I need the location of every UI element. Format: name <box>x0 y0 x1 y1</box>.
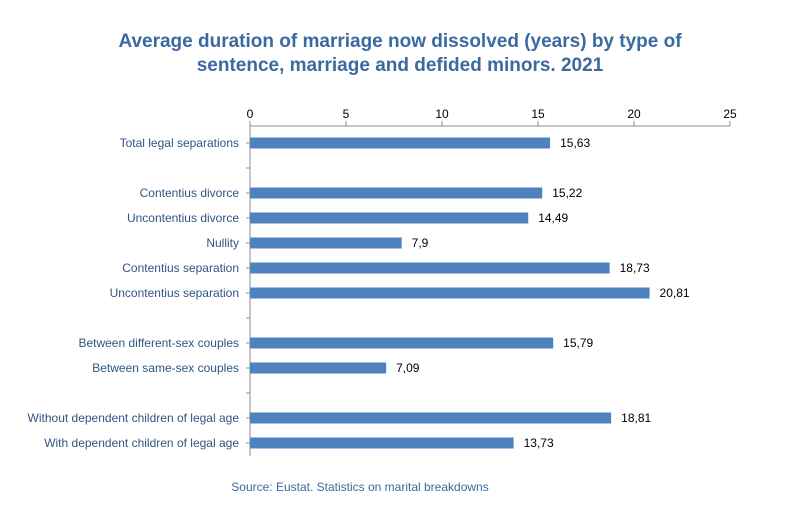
data-label: 7,9 <box>412 236 429 250</box>
data-label: 15,63 <box>560 136 590 150</box>
x-axis: 0 5 10 15 20 25 <box>246 107 737 456</box>
bar-series <box>250 137 650 449</box>
bar <box>250 287 650 299</box>
data-label: 15,79 <box>563 336 593 350</box>
x-tick-label: 20 <box>627 107 641 121</box>
bar <box>250 362 387 374</box>
category-label: Between same-sex couples <box>92 361 239 375</box>
category-label: Total legal separations <box>120 136 239 150</box>
x-tick-label: 15 <box>531 107 545 121</box>
category-label: Without dependent children of legal age <box>28 411 240 425</box>
category-label: Contentius divorce <box>140 186 240 200</box>
data-label: 20,81 <box>660 286 690 300</box>
bar <box>250 412 612 424</box>
data-label: 13,73 <box>524 436 554 450</box>
bar <box>250 212 529 224</box>
bar <box>250 437 514 449</box>
bar <box>250 262 610 274</box>
chart-title-line-2: sentence, marriage and defided minors. 2… <box>196 55 604 76</box>
chart-title-line-1: Average duration of marriage now dissolv… <box>118 31 682 52</box>
x-tick-label: 5 <box>343 107 350 121</box>
category-label: Uncontentius divorce <box>127 211 239 225</box>
x-tick-label: 10 <box>435 107 449 121</box>
chart-title: Average duration of marriage now dissolv… <box>0 30 800 78</box>
category-label: Contentius separation <box>122 261 239 275</box>
source-note: Source: Eustat. Statistics on marital br… <box>231 480 489 494</box>
category-label: Between different-sex couples <box>78 336 239 350</box>
bar <box>250 137 551 149</box>
data-label: 15,22 <box>552 186 582 200</box>
data-label: 14,49 <box>538 211 568 225</box>
bar <box>250 187 543 199</box>
category-label: With dependent children of legal age <box>44 436 239 450</box>
bar <box>250 337 554 349</box>
data-label: 7,09 <box>396 361 420 375</box>
data-label: 18,81 <box>621 411 651 425</box>
category-label: Uncontentius separation <box>110 286 239 300</box>
x-tick-label: 25 <box>723 107 737 121</box>
category-labels: Total legal separations 15,63 Contentius d… <box>28 136 690 450</box>
data-label: 18,73 <box>620 261 650 275</box>
category-label: Nullity <box>206 236 239 250</box>
bar <box>250 237 402 249</box>
x-tick-label: 0 <box>247 107 254 121</box>
